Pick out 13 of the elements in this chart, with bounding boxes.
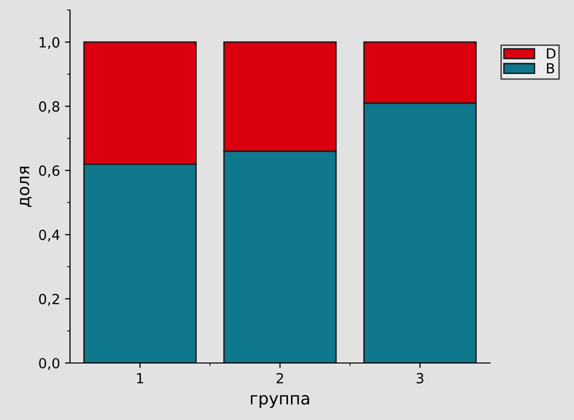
x-axis-title: группа	[250, 395, 310, 408]
y-axis-title: доля	[20, 166, 32, 207]
legend-label: D	[546, 48, 556, 59]
y-tick-label: 0,2	[39, 294, 59, 306]
y-tick-label: 0,0	[39, 358, 60, 370]
x-tick-label: 1	[137, 373, 144, 384]
y-tick-label: 1,0	[40, 37, 60, 49]
y-tick-label: 0,8	[39, 101, 60, 114]
y-tick-label: 0,6	[39, 165, 60, 178]
x-tick-label: 3	[416, 372, 424, 384]
x-tick-label: 2	[276, 372, 284, 384]
y-tick-label: 0,4	[39, 230, 60, 242]
legend-label: B	[546, 63, 554, 74]
